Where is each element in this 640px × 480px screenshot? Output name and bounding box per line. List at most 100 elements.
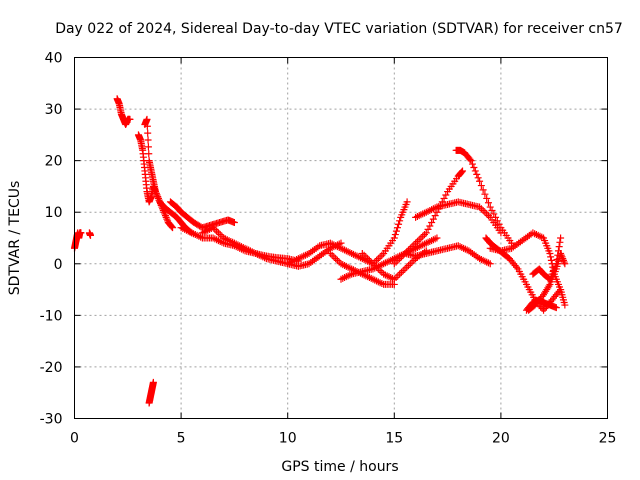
data-point: [560, 258, 568, 266]
data-point: [155, 196, 163, 204]
data-point: [396, 270, 404, 278]
data-point: [168, 223, 176, 231]
x-tick-label: 5: [177, 431, 186, 447]
data-point: [152, 189, 160, 197]
y-tick-label: -20: [40, 360, 63, 376]
data-point: [393, 224, 401, 232]
data-point: [403, 263, 411, 271]
data-point: [143, 115, 151, 123]
data-point: [333, 256, 341, 264]
data-point: [230, 219, 238, 227]
data-point: [159, 206, 167, 214]
x-tick-label: 20: [492, 431, 510, 447]
y-tick-label: 10: [45, 205, 63, 221]
data-point: [554, 247, 562, 255]
data-point: [493, 217, 501, 225]
data-point: [77, 229, 85, 237]
data-point: [552, 260, 560, 268]
data-point: [371, 258, 379, 266]
x-tick-label: 10: [279, 431, 297, 447]
data-point: [546, 249, 554, 257]
data-point: [467, 157, 475, 165]
y-axis-label: SDTVAR / TECUs: [7, 181, 23, 296]
data-point: [401, 265, 409, 273]
series-pass-05: [145, 378, 157, 407]
data-point: [328, 251, 336, 259]
data-point: [483, 194, 491, 202]
series-pass-22: [522, 296, 560, 314]
data-point: [466, 155, 474, 163]
data-point: [415, 236, 423, 244]
data-point: [158, 203, 166, 211]
data-point: [144, 143, 152, 151]
data-point: [556, 238, 564, 246]
series-pass-06: [166, 198, 238, 232]
plot-frame: [74, 57, 608, 419]
data-point: [154, 194, 162, 202]
data-point: [161, 212, 169, 220]
data-point: [486, 260, 494, 268]
data-point: [330, 253, 338, 261]
data-point: [490, 210, 498, 218]
data-point: [458, 168, 466, 176]
data-point: [157, 201, 165, 209]
data-point: [471, 167, 479, 175]
series-pass-21: [529, 234, 565, 283]
data-point: [424, 225, 432, 233]
data-point: [86, 231, 94, 239]
series-pass-17: [452, 146, 516, 247]
data-point: [483, 210, 491, 218]
data-point: [428, 219, 436, 227]
data-point: [162, 213, 170, 221]
series-pass-14: [401, 242, 494, 268]
data-point: [378, 251, 386, 259]
y-tick-label: 40: [45, 51, 63, 67]
data-point: [442, 191, 450, 199]
data-point: [214, 229, 222, 237]
data-point: [163, 215, 171, 223]
data-point: [154, 193, 162, 201]
x-tick-label: 0: [70, 431, 79, 447]
data-point: [552, 304, 560, 312]
data-point: [145, 150, 153, 158]
data-point: [390, 234, 398, 242]
data-point: [457, 169, 465, 177]
data-point: [558, 253, 566, 261]
data-point: [422, 229, 430, 237]
series-pass-19: [486, 229, 569, 309]
plot-area: [71, 95, 569, 407]
chart-title: Day 022 of 2024, Sidereal Day-to-day VTE…: [55, 21, 623, 37]
data-point: [408, 258, 416, 266]
data-point: [159, 205, 167, 213]
data-point: [468, 160, 476, 168]
data-point: [395, 220, 403, 228]
x-tick-label: 25: [599, 431, 617, 447]
data-point: [406, 260, 414, 268]
series-pass-15: [412, 198, 505, 237]
data-point: [413, 237, 421, 245]
data-point: [559, 255, 567, 263]
data-point: [459, 167, 467, 175]
x-axis-tick-labels: 0 5 10 15 20 25: [70, 431, 616, 447]
data-point: [429, 215, 437, 223]
data-point: [143, 122, 151, 130]
data-point: [153, 191, 161, 199]
axis-ticks: [74, 57, 608, 419]
data-point: [417, 234, 425, 242]
data-point: [484, 199, 492, 207]
data-point: [513, 263, 521, 271]
series-pass-00: [71, 229, 85, 252]
data-point: [399, 267, 407, 275]
data-point: [397, 268, 405, 276]
data-point: [484, 212, 492, 220]
data-point: [169, 224, 177, 232]
data-point: [392, 227, 400, 235]
data-point: [149, 378, 157, 386]
data-point: [374, 255, 382, 263]
data-point: [547, 253, 555, 261]
data-point: [555, 243, 563, 251]
data-point: [473, 170, 481, 178]
data-point: [396, 217, 404, 225]
data-point: [440, 194, 448, 202]
